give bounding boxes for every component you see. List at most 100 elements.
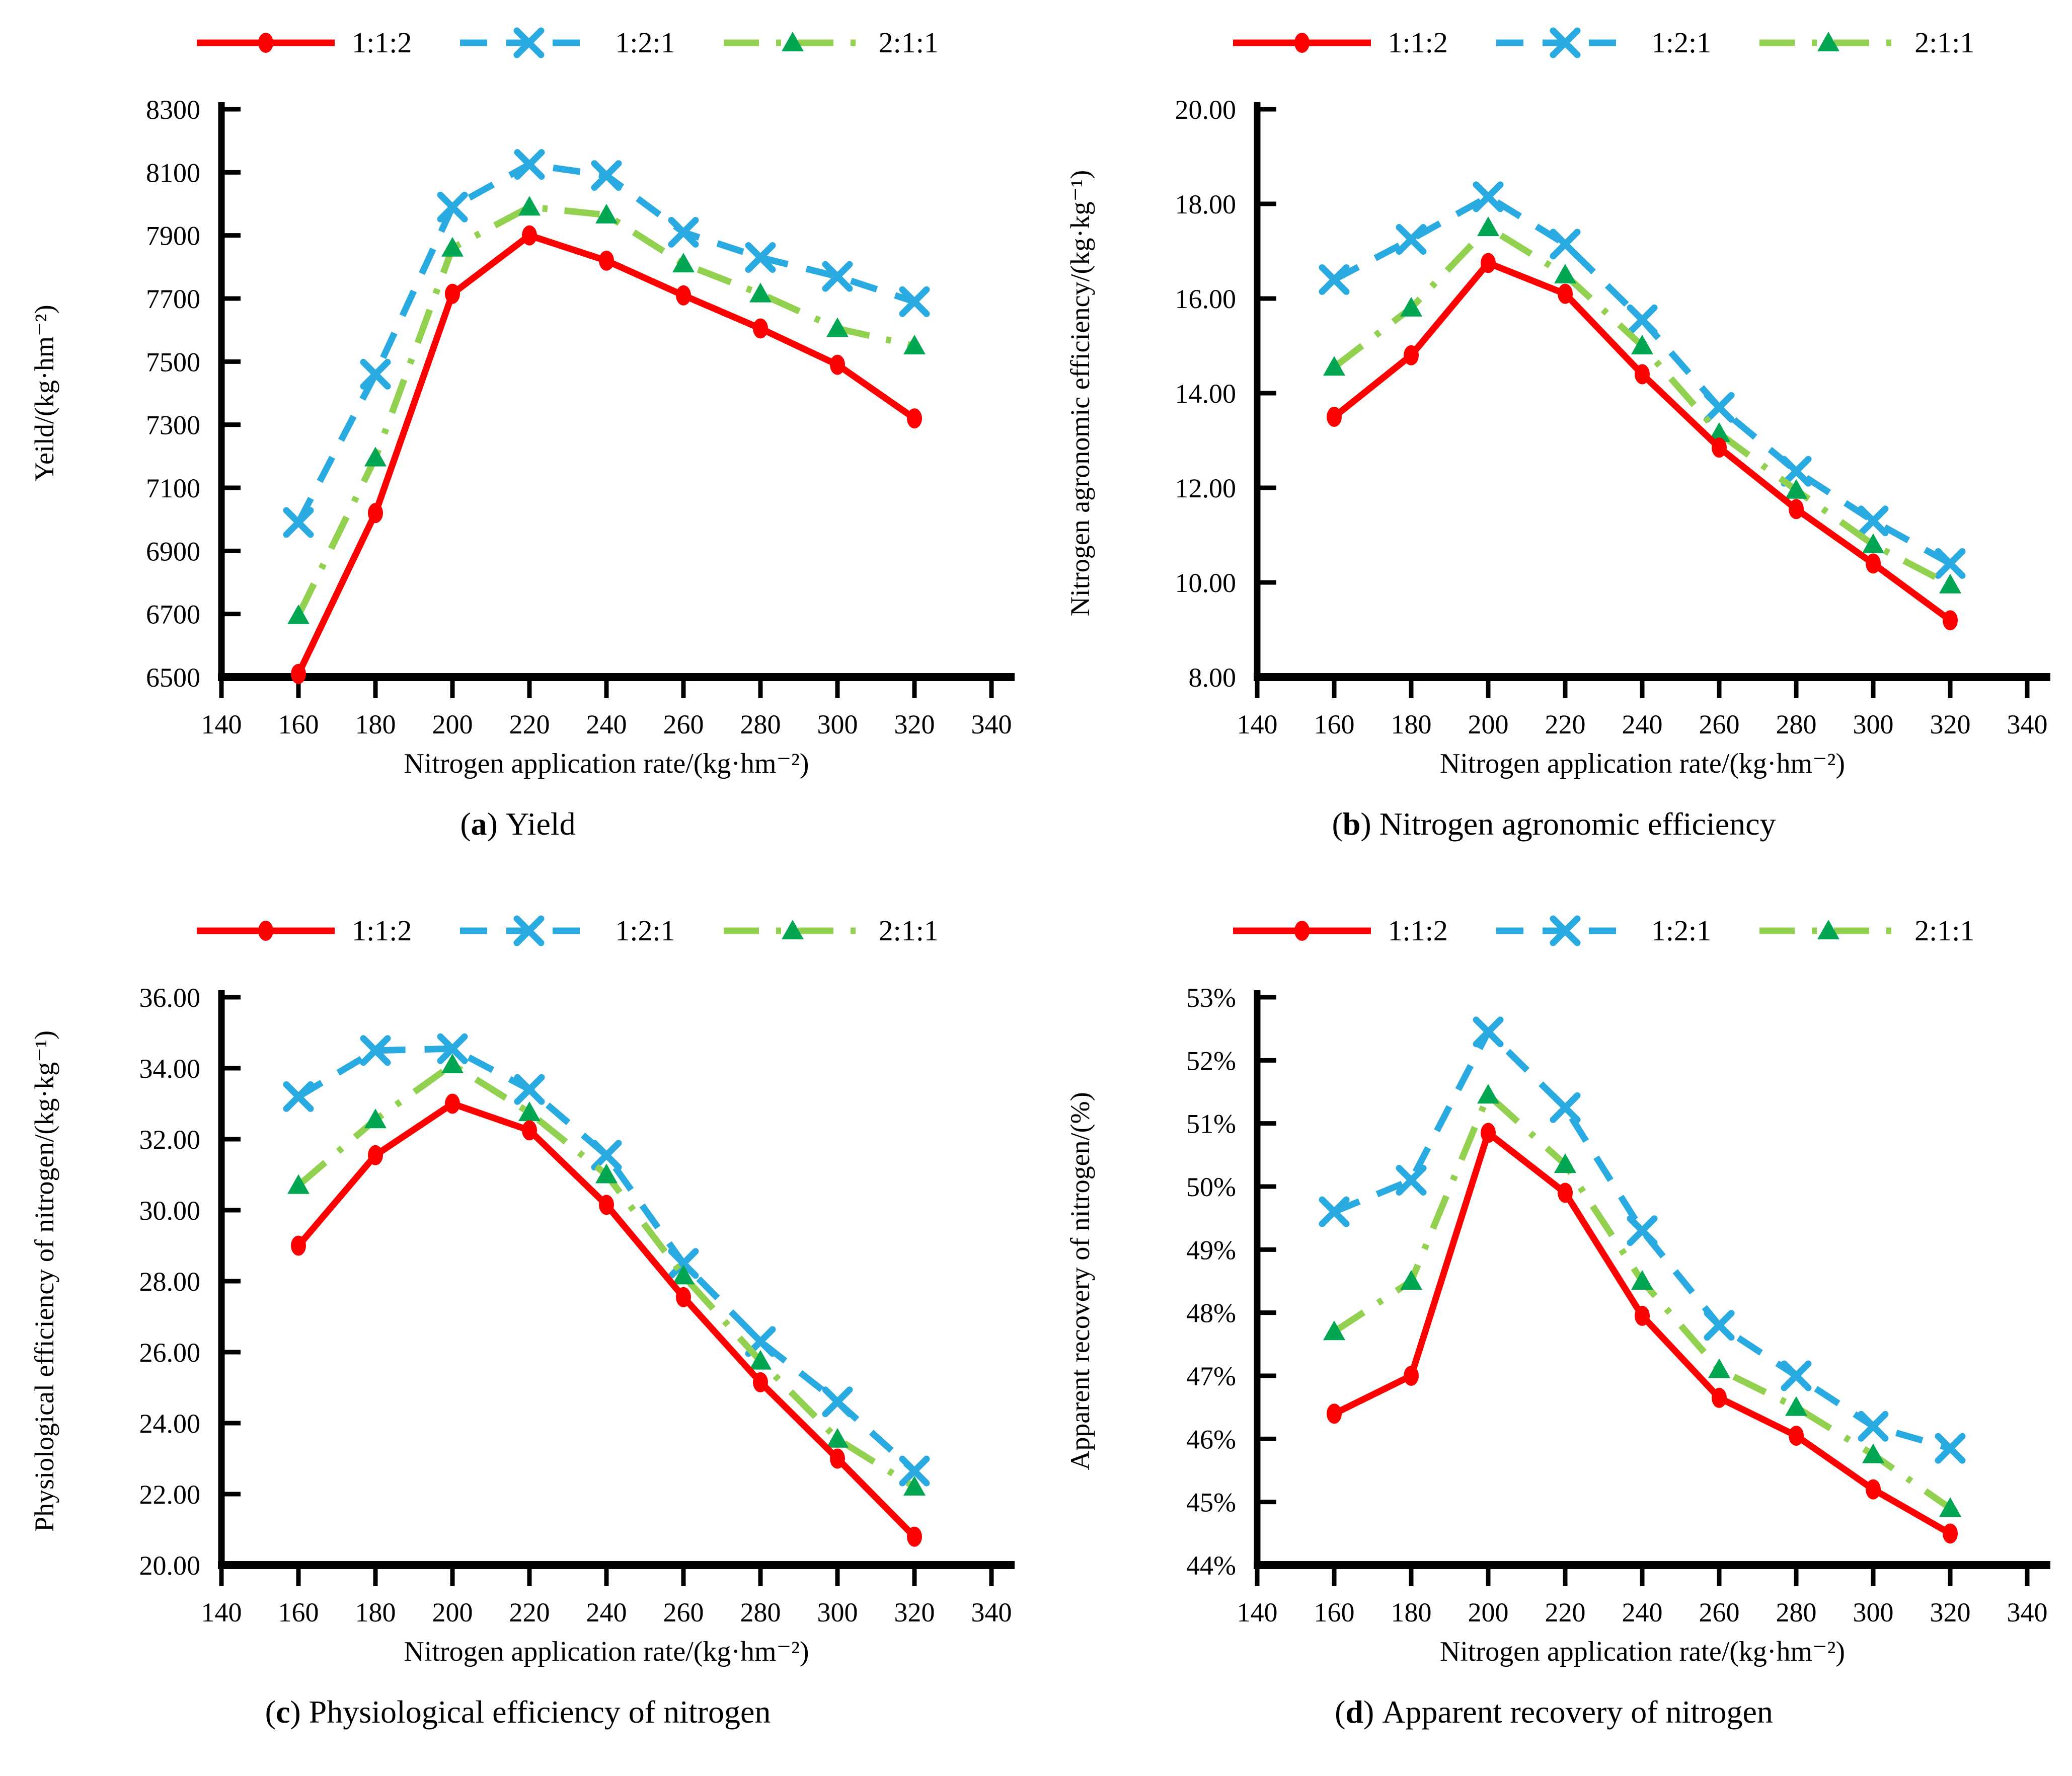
y-tick-label: 20.00 [139, 1550, 201, 1581]
x-tick-label: 220 [509, 1597, 550, 1627]
series-1-2-1 [283, 1033, 930, 1487]
legend-label: 2:1:1 [878, 26, 939, 59]
caption-letter-d: d [1345, 1694, 1364, 1730]
y-tick-label: 7300 [146, 410, 200, 440]
series-1-1-2 [1327, 253, 1958, 631]
x-tick-label: 260 [1699, 709, 1740, 739]
x-tick-label: 240 [586, 709, 627, 739]
legend-d: 1:1:2 1:2:1 2:1:1 [1036, 903, 2072, 958]
x-axis-title-b: Nitrogen application rate/(kg·hm⁻²) [1439, 748, 1846, 779]
legend-sample-blue-dashed-x-icon [460, 915, 598, 946]
y-tick-label: 7100 [146, 473, 200, 503]
caption-text-c: Physiological efficiency of nitrogen [309, 1694, 771, 1730]
y-tick-label: 32.00 [139, 1125, 201, 1155]
legend-label: 1:1:2 [352, 26, 412, 59]
series-1-2-1 [283, 149, 930, 538]
y-tick-label: 8100 [146, 158, 200, 188]
x-tick-label: 180 [355, 1597, 396, 1627]
x-tick-label: 320 [1930, 709, 1971, 739]
axes: 6500 6700 6900 7100 7300 7500 7700 7900 8100 8300… [146, 95, 1015, 739]
x-tick-label: 160 [278, 1597, 319, 1627]
x-tick-label: 340 [971, 709, 1012, 739]
legend-item-1-2-1: 1:2:1 [456, 913, 675, 948]
y-tick-label: 47% [1186, 1361, 1236, 1391]
y-axis-title: Physiological efficiency of nitrogen/(kg… [29, 1030, 59, 1532]
legend-label: 2:1:1 [1914, 26, 1975, 59]
series-1-2-1 [1319, 1016, 1966, 1464]
legend-label: 1:1:2 [1388, 914, 1448, 947]
chart-b-canvas: 8.00 10.00 12.00 14.00 16.00 18.00 20.00 140 160… [1065, 95, 2050, 739]
x-tick-label: 200 [1468, 1597, 1509, 1627]
y-tick-label: 49% [1186, 1235, 1236, 1265]
x-tick-label: 240 [1622, 1597, 1663, 1627]
legend-label: 1:2:1 [615, 26, 675, 59]
legend-sample-green-dashdot-triangle-icon [1759, 32, 1898, 51]
legend-label: 1:1:2 [1388, 26, 1448, 59]
chart-c-canvas: 20.00 22.00 24.00 26.00 28.00 30.00 32.00 34.00… [29, 983, 1015, 1627]
y-tick-label: 46% [1186, 1424, 1236, 1454]
legend-sample-red-solid-circle-icon [1233, 33, 1371, 53]
legend-item-1-1-2: 1:1:2 [1229, 913, 1448, 948]
y-tick-label: 8.00 [1189, 662, 1237, 693]
series-1-1-2 [291, 225, 922, 684]
y-tick-label: 20.00 [1175, 95, 1237, 125]
y-tick-label: 52% [1186, 1046, 1236, 1076]
legend-label: 1:2:1 [1651, 914, 1712, 947]
y-tick-label: 6700 [146, 600, 200, 630]
legend-sample-blue-dashed-x-icon [460, 27, 598, 58]
caption-letter-b: b [1342, 806, 1361, 842]
caption-letter-a: a [471, 806, 487, 842]
legend-sample-red-solid-circle-icon [197, 921, 335, 941]
panel-d-apparent-recovery: 1:1:2 1:2:1 2:1:1 44% 45% 46% 47% 48% 49% 50% 51%… [1036, 888, 2072, 1776]
series-2-1-1 [1323, 216, 1961, 594]
x-axis-title-a: Nitrogen application rate/(kg·hm⁻²) [404, 748, 809, 779]
x-tick-label: 200 [1468, 709, 1509, 739]
chart-a-canvas: 6500 6700 6900 7100 7300 7500 7700 7900 8100 8300… [29, 95, 1015, 739]
x-tick-label: 260 [663, 1597, 704, 1627]
y-tick-label: 36.00 [139, 983, 201, 1013]
legend-label: 1:2:1 [615, 914, 675, 947]
x-tick-label: 240 [586, 1597, 627, 1627]
legend-sample-green-dashdot-triangle-icon [723, 32, 862, 51]
series-1-1-2 [1327, 1123, 1958, 1544]
panel-c-physiological-efficiency: 1:1:2 1:2:1 2:1:1 20.00 22.00 24.00 26.00 28.0… [0, 888, 1036, 1776]
x-tick-label: 340 [2007, 1597, 2048, 1627]
x-tick-label: 140 [201, 709, 242, 739]
x-tick-label: 280 [1776, 1597, 1817, 1627]
y-tick-label: 34.00 [139, 1054, 201, 1084]
x-tick-label: 220 [1545, 1597, 1586, 1627]
x-tick-label: 280 [740, 709, 781, 739]
panel-a-yield: 1:1:2 1:2:1 2:1:1 6500 6700 6900 7100 7300 7500… [0, 0, 1036, 888]
series-1-2-1 [1319, 181, 1966, 579]
y-tick-label: 6500 [146, 662, 200, 693]
legend-item-1-1-2: 1:1:2 [193, 913, 412, 948]
series-2-1-1 [1323, 1084, 1961, 1517]
y-tick-label: 50% [1186, 1172, 1236, 1202]
legend-item-1-2-1: 1:2:1 [1492, 913, 1711, 948]
legend-a: 1:1:2 1:2:1 2:1:1 [0, 15, 1036, 70]
legend-item-1-2-1: 1:2:1 [1492, 25, 1711, 60]
x-tick-label: 320 [1930, 1597, 1971, 1627]
legend-label: 2:1:1 [1914, 914, 1975, 947]
y-axis-title: Nitrogen agronomic efficiency/(kg·kg⁻¹) [1065, 170, 1095, 616]
y-tick-label: 16.00 [1175, 284, 1237, 314]
y-tick-label: 48% [1186, 1298, 1236, 1328]
y-tick-label: 7500 [146, 347, 200, 377]
y-tick-label: 51% [1186, 1109, 1236, 1139]
legend-item-1-2-1: 1:2:1 [456, 25, 675, 60]
legend-sample-green-dashdot-triangle-icon [1759, 920, 1898, 939]
x-tick-label: 260 [1699, 1597, 1740, 1627]
x-tick-label: 280 [740, 1597, 781, 1627]
y-tick-label: 14.00 [1175, 379, 1237, 409]
x-tick-label: 160 [1314, 709, 1355, 739]
y-tick-label: 28.00 [139, 1267, 201, 1297]
legend-item-2-1-1: 2:1:1 [720, 913, 939, 948]
legend-label: 2:1:1 [878, 914, 939, 947]
x-tick-label: 340 [971, 1597, 1012, 1627]
x-tick-label: 220 [1545, 709, 1586, 739]
x-axis-title-c: Nitrogen application rate/(kg·hm⁻²) [404, 1636, 809, 1667]
y-tick-label: 44% [1186, 1550, 1236, 1581]
legend-c: 1:1:2 1:2:1 2:1:1 [0, 903, 1036, 958]
legend-sample-blue-dashed-x-icon [1496, 915, 1634, 946]
